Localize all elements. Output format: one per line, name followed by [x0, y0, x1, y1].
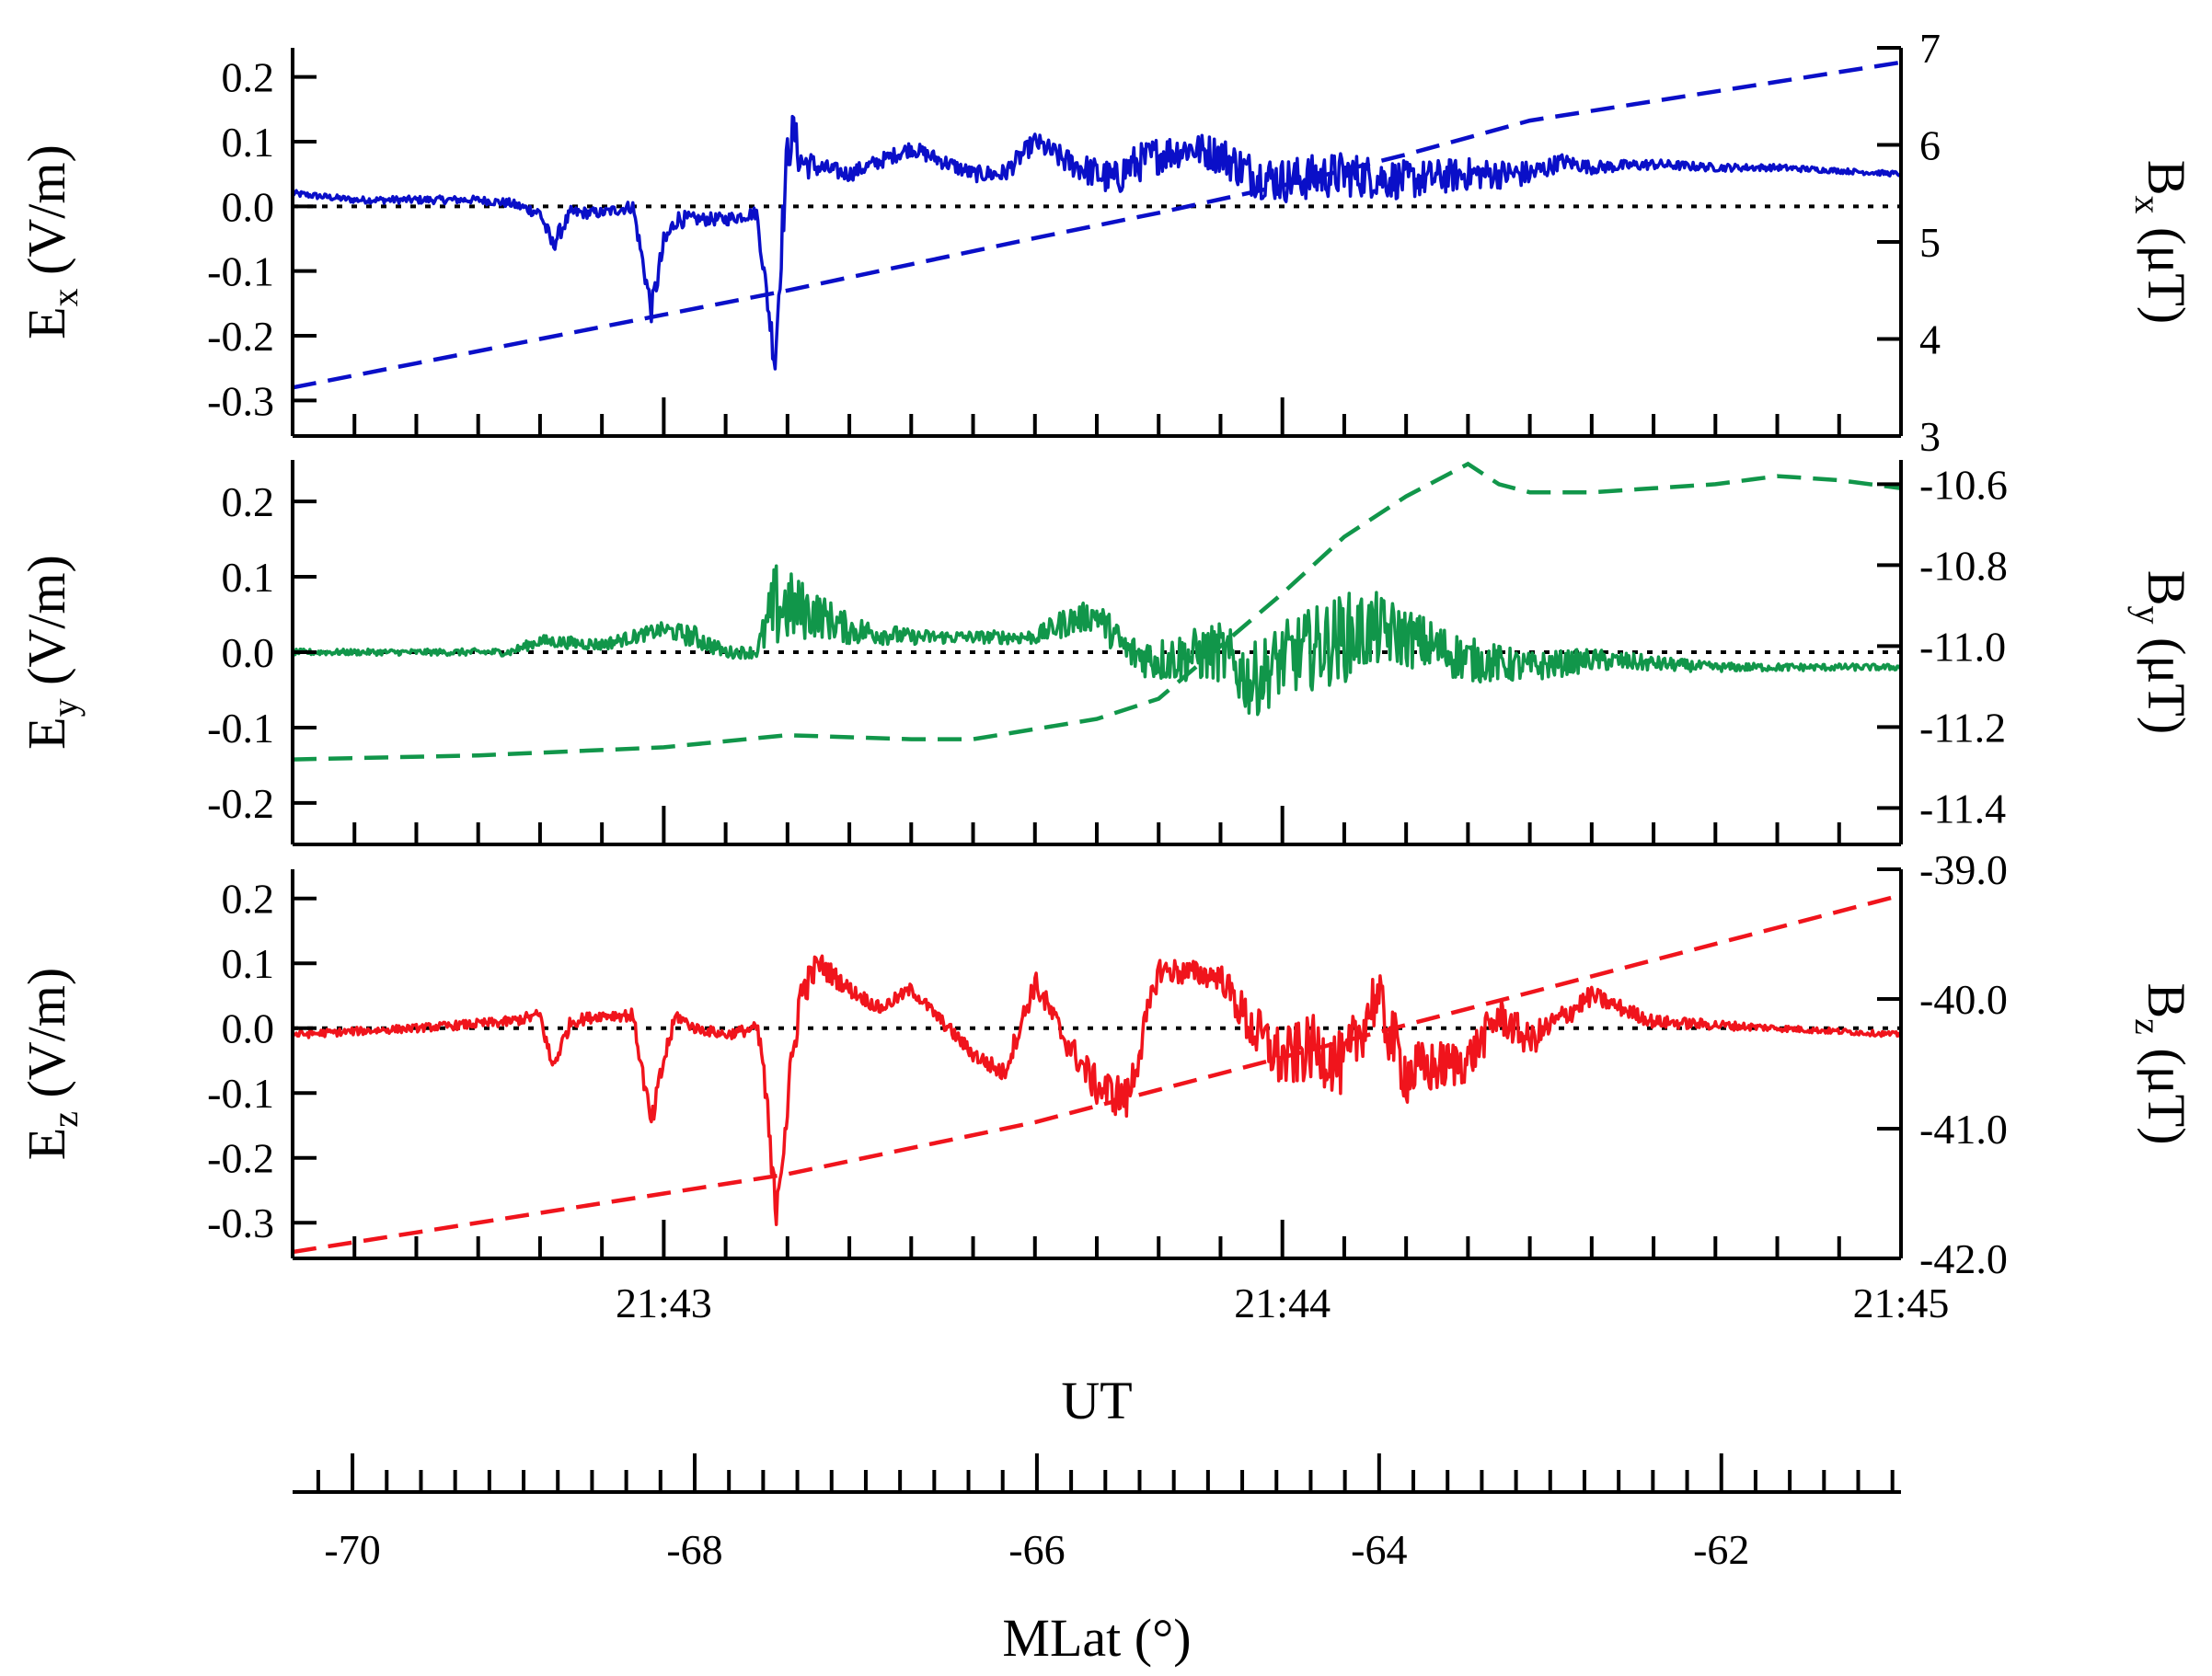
- right-title-unit: (μT): [2137, 214, 2196, 325]
- left-tick-label: -0.2: [207, 313, 274, 360]
- by-trace: [293, 461, 1901, 762]
- panel-z: -0.3 -0.2 -0.1 0.0 0.1 0.2 -42.0 -41.0 -40.0 -39.…: [17, 846, 2196, 1282]
- right-tick-label: 6: [1919, 122, 1941, 169]
- right-tick-label: -42.0: [1919, 1235, 2008, 1282]
- left-axis-title-z: Ez (V/m): [17, 968, 86, 1160]
- left-axis-title-x: Ex (V/m): [17, 144, 86, 339]
- mlat-tick-label: -66: [1008, 1526, 1065, 1573]
- mlat-axis-title: MLat (°): [1002, 1608, 1191, 1668]
- right-tick-label: 7: [1919, 25, 1941, 72]
- left-tick-label: 0.0: [222, 629, 275, 676]
- left-title-main: E: [17, 717, 76, 749]
- mlat-tick-label: -68: [666, 1526, 722, 1573]
- right-tick-label: -11.4: [1919, 785, 2006, 832]
- right-tick-label: 5: [1919, 219, 1941, 266]
- left-tick-label: 0.0: [222, 183, 275, 230]
- bx-trace: [293, 60, 1901, 390]
- left-title-sub: z: [44, 1111, 86, 1128]
- left-axis-title-y: Ey (V/m): [17, 555, 86, 750]
- left-title-main: E: [17, 1128, 76, 1160]
- right-tick-label: -10.6: [1919, 461, 2008, 508]
- left-title-main: E: [17, 306, 76, 339]
- right-axis-title-y: By (μT): [2127, 570, 2196, 734]
- panel-y: -0.2 -0.1 0.0 0.1 0.2 -11.4 -11.2 -11.0 -10.8 -10…: [17, 460, 2196, 846]
- bottom-axes-group: 21:43 21:44 21:45 UT -70 -68 -66 -64 -62 MLat (°): [293, 1280, 1949, 1668]
- right-tick-label: 4: [1919, 316, 1941, 363]
- bz-trace: [293, 893, 1901, 1255]
- ey-trace: [293, 564, 1901, 717]
- ex-trace: [293, 114, 1901, 371]
- left-tick-label: -0.1: [207, 248, 274, 295]
- right-tick-label: 3: [1919, 413, 1941, 460]
- right-tick-label: -10.8: [1919, 542, 2008, 589]
- left-title-unit: (V/m): [17, 144, 76, 288]
- right-tick-label: -41.0: [1919, 1106, 2008, 1153]
- left-title-unit: (V/m): [17, 555, 76, 698]
- right-title-main: B: [2137, 570, 2196, 606]
- right-title-sub: y: [2127, 606, 2169, 625]
- right-tick-label: -39.0: [1919, 846, 2008, 893]
- left-tick-label: -0.3: [207, 1200, 274, 1246]
- ut-tick-label: 21:45: [1853, 1280, 1950, 1326]
- mlat-tick-label: -70: [324, 1526, 380, 1573]
- right-title-unit: (μT): [2137, 1035, 2196, 1145]
- panel-x: -0.3 -0.2 -0.1 0.0 0.1 0.2 3 4 5 6 7 Ex (V/m) Bx (μT…: [17, 25, 2196, 460]
- left-title-sub: y: [44, 698, 86, 717]
- right-title-unit: (μT): [2137, 625, 2196, 735]
- left-tick-label: -0.3: [207, 377, 274, 424]
- mlat-tick-label: -64: [1351, 1526, 1407, 1573]
- right-axis-title-x: Bx (μT): [2127, 160, 2196, 324]
- left-tick-label: -0.2: [207, 780, 274, 827]
- right-title-main: B: [2137, 982, 2196, 1018]
- mlat-tick-label: -62: [1693, 1526, 1749, 1573]
- ut-tick-label: 21:44: [1234, 1280, 1331, 1326]
- left-tick-label: -0.2: [207, 1135, 274, 1182]
- left-tick-label: -0.1: [207, 1070, 274, 1117]
- right-axis-title-z: Bz (μT): [2127, 982, 2196, 1144]
- left-title-unit: (V/m): [17, 968, 76, 1111]
- ut-axis-title: UT: [1061, 1371, 1132, 1430]
- ut-tick-label: 21:43: [616, 1280, 712, 1326]
- left-tick-label: 0.1: [222, 940, 275, 987]
- left-tick-label: 0.0: [222, 1005, 275, 1052]
- right-tick-label: -11.2: [1919, 704, 2006, 751]
- left-tick-label: 0.2: [222, 876, 275, 923]
- right-title-sub: z: [2127, 1018, 2169, 1035]
- left-tick-label: 0.1: [222, 119, 275, 166]
- left-tick-label: 0.2: [222, 54, 275, 101]
- panels-group: -0.3 -0.2 -0.1 0.0 0.1 0.2 3 4 5 6 7 Ex (V/m) Bx (μT…: [17, 25, 2196, 1282]
- right-tick-label: -40.0: [1919, 976, 2008, 1023]
- right-title-sub: x: [2127, 196, 2169, 214]
- left-tick-label: 0.2: [222, 478, 275, 525]
- left-tick-label: -0.1: [207, 705, 274, 752]
- left-title-sub: x: [44, 288, 86, 306]
- right-tick-label: -11.0: [1919, 623, 2006, 670]
- ez-trace: [293, 954, 1901, 1226]
- right-title-main: B: [2137, 160, 2196, 196]
- left-tick-label: 0.1: [222, 554, 275, 601]
